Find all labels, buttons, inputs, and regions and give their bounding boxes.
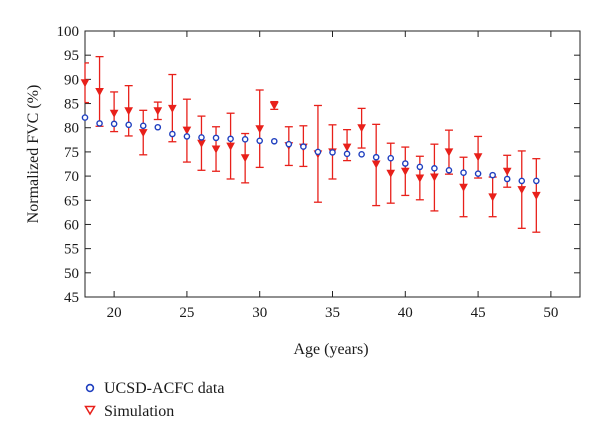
x-tick-label: 35 <box>325 305 340 321</box>
ucsd-data-point <box>474 170 482 177</box>
simulation-point <box>488 193 497 202</box>
simulation-point <box>517 186 527 195</box>
simulation-point <box>197 139 206 148</box>
simulation-point <box>473 153 483 162</box>
ucsd-data-point <box>431 165 438 172</box>
y-tick-label: 100 <box>57 24 80 40</box>
data-points <box>80 79 541 202</box>
legend-label-simulation: Simulation <box>104 403 174 420</box>
simulation-point <box>240 154 250 163</box>
legend-marker-ucsd <box>85 383 95 393</box>
simulation-point <box>269 101 279 111</box>
x-axis-label: Age (years) <box>293 341 368 358</box>
ucsd-data-point <box>198 134 205 141</box>
ucsd-data-point <box>169 130 176 138</box>
ucsd-data-point <box>139 122 147 130</box>
y-tick-label: 70 <box>64 169 79 185</box>
ucsd-data-point <box>460 169 467 177</box>
simulation-point <box>124 107 134 116</box>
ucsd-data-point <box>358 151 365 158</box>
x-tick-label: 40 <box>398 305 413 321</box>
x-tick-label: 45 <box>471 305 486 321</box>
ucsd-data-point <box>96 120 103 127</box>
y-tick-label: 55 <box>64 242 79 258</box>
simulation-point <box>430 173 439 182</box>
y-tick-label: 65 <box>64 193 79 209</box>
ucsd-data-point <box>81 114 89 121</box>
y-tick-label: 50 <box>64 266 79 282</box>
y-tick-label: 60 <box>64 217 79 233</box>
ucsd-data-point <box>183 133 191 140</box>
ucsd-data-point <box>416 163 424 171</box>
simulation-point <box>357 124 366 133</box>
y-tick-label: 75 <box>64 145 79 161</box>
ucsd-data-point <box>285 140 293 148</box>
y-axis-label: Normalized FVC (%) <box>25 85 42 224</box>
simulation-point <box>531 191 541 200</box>
ucsd-data-point <box>489 171 496 179</box>
ucsd-data-point <box>256 137 264 145</box>
ucsd-data-point <box>241 136 249 143</box>
simulation-point <box>400 167 410 176</box>
x-tick-label: 30 <box>252 305 267 321</box>
y-tick-label: 95 <box>64 48 79 64</box>
legend-marker-simulation <box>84 405 96 416</box>
y-tick-label: 85 <box>64 97 79 113</box>
ucsd-data-point <box>125 121 132 129</box>
ucsd-data-point <box>154 123 162 131</box>
y-tick-label: 45 <box>64 290 79 306</box>
y-tick-label: 80 <box>64 121 79 137</box>
ucsd-data-point <box>401 160 409 167</box>
simulation-point <box>255 125 265 134</box>
simulation-point <box>95 87 104 97</box>
ucsd-data-point <box>518 177 526 185</box>
ucsd-data-point <box>503 175 511 183</box>
x-tick-label: 50 <box>543 305 558 321</box>
ucsd-data-point <box>372 153 380 161</box>
ucsd-data-point <box>227 135 234 143</box>
simulation-point <box>342 143 352 152</box>
ucsd-data-point <box>343 150 351 158</box>
y-tick-label: 90 <box>64 72 79 88</box>
ucsd-data-point <box>329 149 336 156</box>
simulation-point <box>182 126 192 135</box>
simulation-point <box>153 107 163 116</box>
ucsd-data-point <box>387 154 395 162</box>
ucsd-data-point <box>110 120 118 128</box>
error-bars <box>84 55 541 233</box>
simulation-point <box>371 160 381 169</box>
ucsd-data-point <box>212 134 220 142</box>
ucsd-data-point <box>314 148 322 156</box>
ucsd-data-point <box>270 137 278 145</box>
simulation-point <box>226 142 235 151</box>
simulation-point <box>444 148 454 157</box>
x-tick-label: 25 <box>179 305 194 321</box>
ucsd-data-point <box>445 166 453 174</box>
simulation-point <box>415 174 425 183</box>
simulation-point <box>386 169 396 178</box>
legend: UCSD-ACFC data Simulation <box>84 380 224 420</box>
simulation-point <box>80 79 90 88</box>
legend-label-ucsd: UCSD-ACFC data <box>104 380 224 397</box>
simulation-point <box>211 145 221 154</box>
ucsd-data-point <box>300 143 307 150</box>
x-tick-label: 20 <box>107 305 122 321</box>
simulation-point <box>109 109 119 118</box>
simulation-point <box>138 129 148 138</box>
simulation-point <box>459 183 468 192</box>
simulation-point <box>502 167 512 176</box>
simulation-point <box>168 104 177 113</box>
axis-ticks: 20 25 30 35 40 45 50 45 50 55 60 65 70 75 80 85 90 95 100 <box>57 24 580 321</box>
ucsd-data-point <box>533 177 540 185</box>
